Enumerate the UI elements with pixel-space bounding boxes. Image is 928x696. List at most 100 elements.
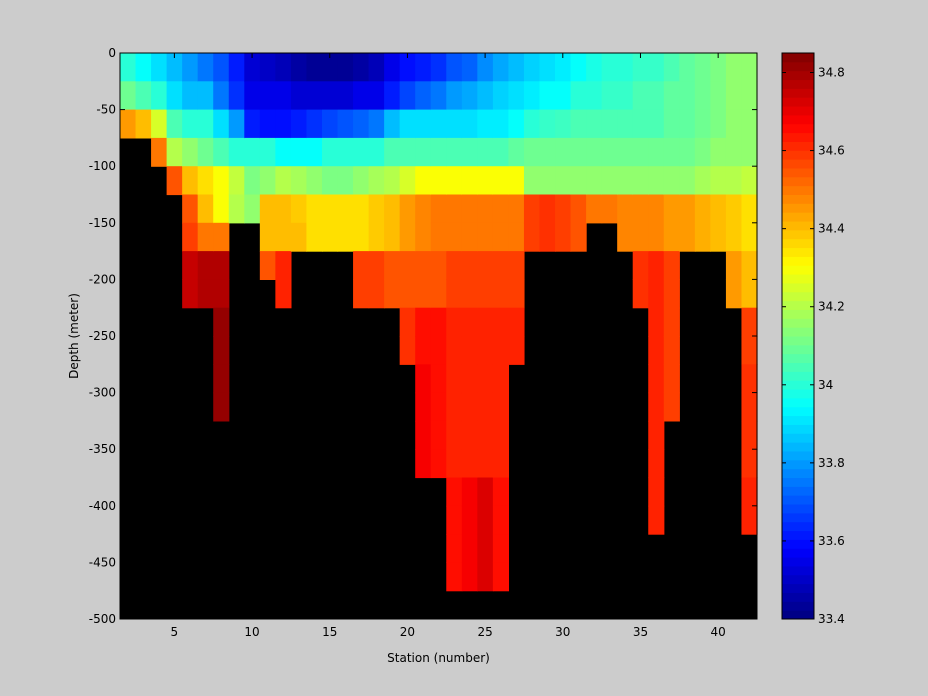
heatmap-cell	[523, 137, 541, 167]
heatmap-cell	[446, 279, 463, 309]
heatmap-cell	[508, 81, 525, 111]
heatmap-cell	[710, 194, 727, 224]
heatmap-cell	[679, 222, 696, 252]
heatmap-cell	[555, 53, 572, 82]
heatmap-cell	[399, 137, 416, 167]
heatmap-cell	[663, 251, 680, 280]
heatmap-cell	[275, 81, 292, 111]
heatmap-cell	[321, 109, 339, 139]
heatmap-cell	[539, 109, 556, 139]
heatmap-cell	[725, 222, 743, 252]
heatmap-cell	[430, 53, 447, 82]
colorbar-band	[782, 442, 814, 452]
heatmap-cell	[275, 109, 292, 139]
heatmap-cell	[555, 109, 572, 139]
heatmap-cell	[461, 336, 478, 365]
heatmap-cell	[244, 81, 261, 111]
heatmap-cell	[741, 194, 758, 224]
colorbar-band	[782, 265, 814, 275]
heatmap-cell	[679, 109, 696, 139]
heatmap-cell	[461, 392, 478, 422]
y-tick-label: -100	[89, 159, 116, 173]
heatmap-cell	[539, 166, 556, 196]
colorbar-band	[782, 583, 814, 593]
heatmap-cell	[492, 449, 510, 479]
heatmap-cell	[539, 53, 556, 82]
heatmap-cell	[617, 53, 634, 82]
y-tick-label: -350	[89, 442, 116, 456]
heatmap-cell	[182, 137, 199, 167]
heatmap-cell	[492, 194, 510, 224]
heatmap-cell	[461, 505, 478, 535]
heatmap-cell	[477, 194, 494, 224]
heatmap-cell	[353, 81, 370, 111]
heatmap-cell	[166, 53, 183, 82]
colorbar-band	[782, 610, 814, 620]
heatmap-cell	[430, 279, 447, 309]
heatmap-cell	[182, 251, 199, 280]
heatmap-cell	[228, 81, 245, 111]
heatmap-cell	[446, 364, 463, 394]
heatmap-cell	[430, 449, 447, 479]
heatmap-cell	[259, 53, 276, 82]
heatmap-cell	[321, 194, 339, 224]
heatmap-cell	[415, 194, 432, 224]
heatmap-cell	[663, 307, 680, 337]
heatmap-cell	[663, 81, 680, 111]
colorbar-band	[782, 309, 814, 319]
heatmap-cell	[290, 109, 308, 139]
heatmap-cell	[259, 251, 276, 280]
heatmap-cell	[694, 109, 711, 139]
heatmap-cell	[415, 251, 432, 280]
colorbar-band	[782, 565, 814, 576]
heatmap-cell	[213, 307, 230, 337]
y-tick-label: -500	[89, 612, 116, 626]
heatmap-cell	[353, 137, 370, 167]
heatmap-cell	[337, 53, 354, 82]
heatmap-cell	[120, 81, 137, 111]
heatmap-cell	[384, 251, 401, 280]
heatmap-cell	[213, 109, 230, 139]
heatmap-cell	[151, 53, 168, 82]
heatmap-cell	[586, 53, 603, 82]
heatmap-cell	[430, 109, 447, 139]
heatmap-cell	[182, 222, 199, 252]
heatmap-cell	[213, 166, 230, 196]
heatmap-cell	[694, 166, 711, 196]
heatmap-cell	[741, 420, 758, 450]
heatmap-cell	[492, 392, 510, 422]
heatmap-cell	[663, 222, 680, 252]
heatmap-cell	[694, 81, 711, 111]
heatmap-cell	[461, 364, 478, 394]
colorbar-band	[782, 397, 814, 408]
heatmap-cell	[492, 420, 510, 450]
heatmap-cell	[213, 194, 230, 224]
heatmap-cell	[523, 109, 541, 139]
colorbar-band	[782, 327, 814, 337]
heatmap-cell	[415, 420, 432, 450]
heatmap-cell	[213, 222, 230, 252]
heatmap-cell	[617, 194, 634, 224]
heatmap-cell	[617, 166, 634, 196]
heatmap-cell	[492, 562, 510, 592]
heatmap-cell	[601, 194, 618, 224]
heatmap-cell	[741, 222, 758, 252]
heatmap-cell	[617, 137, 634, 167]
y-tick-label: -200	[89, 272, 116, 286]
heatmap-cell	[430, 137, 447, 167]
colorbar-band	[782, 185, 814, 195]
heatmap-cell	[570, 81, 587, 111]
colorbar-band	[782, 256, 814, 266]
heatmap-cell	[492, 307, 510, 337]
heatmap-cell	[694, 222, 711, 252]
heatmap-cell	[679, 81, 696, 111]
heatmap-cell	[384, 166, 401, 196]
heatmap-cell	[446, 166, 463, 196]
colorbar-band	[782, 123, 814, 134]
colorbar-band	[782, 247, 814, 257]
heatmap-cell	[710, 222, 727, 252]
heatmap-cell	[492, 53, 510, 82]
heatmap-cell	[663, 194, 680, 224]
colorbar-band	[782, 548, 814, 558]
colorbar-tick-label: 34.6	[818, 144, 845, 158]
